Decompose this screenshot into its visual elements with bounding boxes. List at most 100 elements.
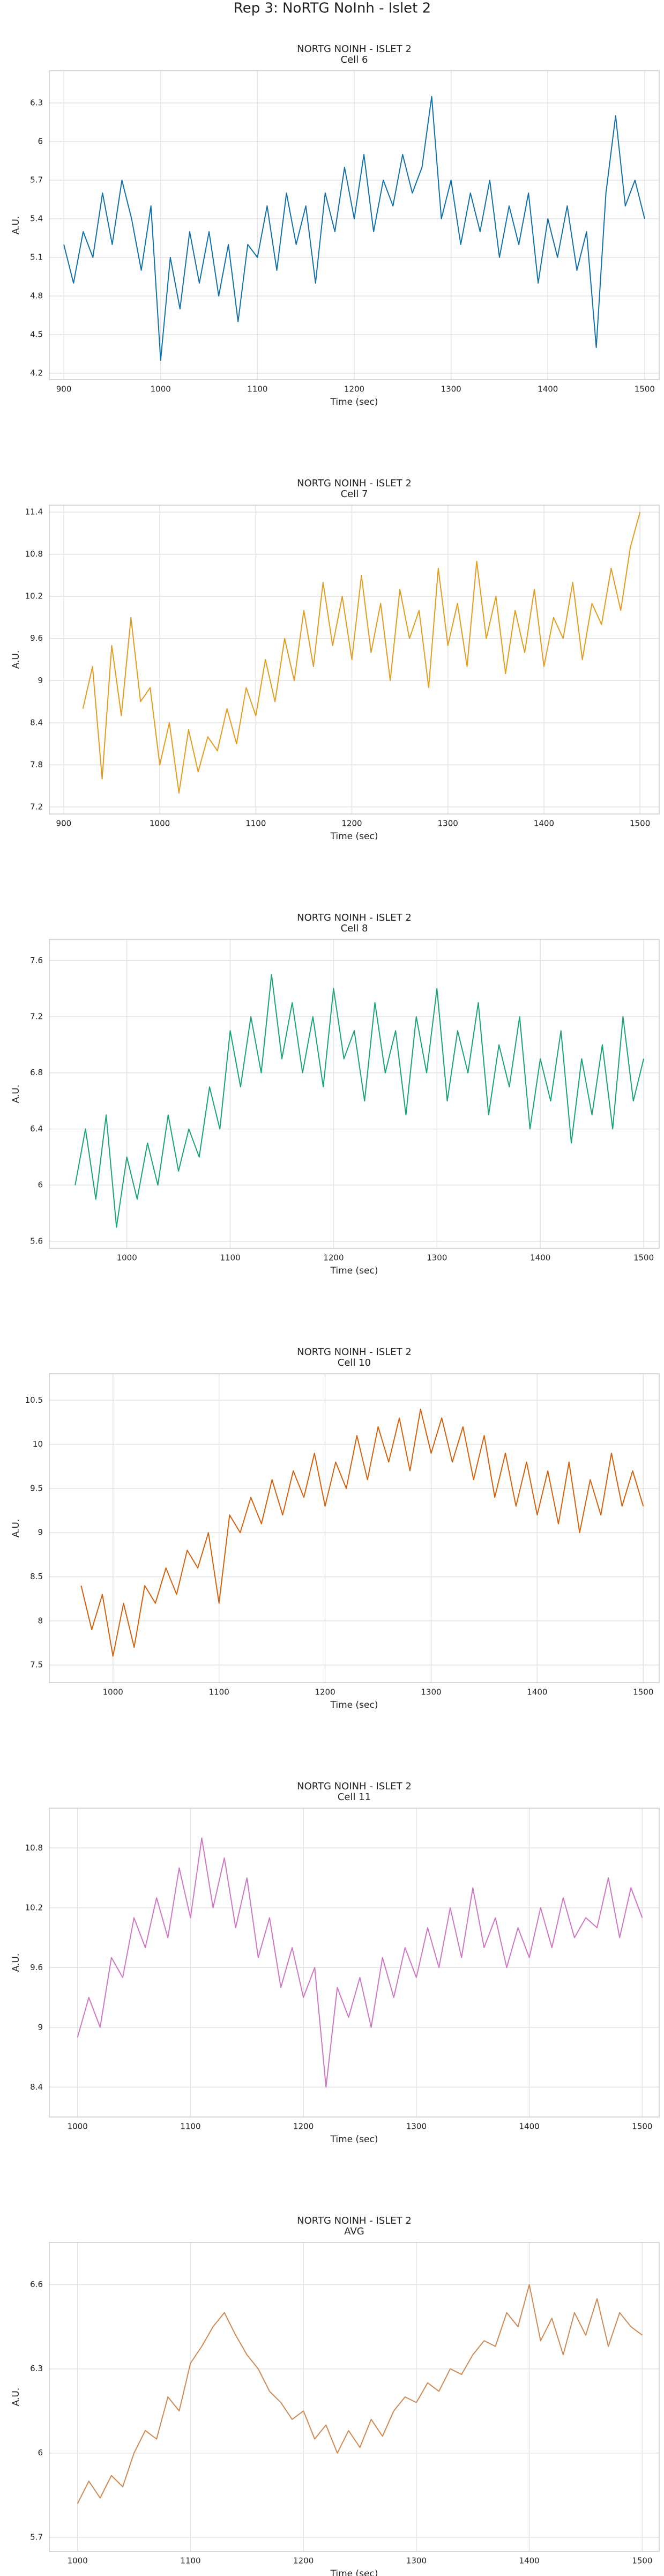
chart-subtitle: Cell 6 [341, 54, 368, 65]
x-tick-label: 1500 [633, 1687, 653, 1697]
x-tick-label: 1400 [519, 2122, 540, 2131]
x-tick-label: 1200 [293, 2122, 314, 2131]
x-tick-label: 1000 [150, 819, 170, 828]
y-tick-label: 8.5 [30, 1572, 43, 1581]
x-tick-label: 1000 [103, 1687, 123, 1697]
y-tick-label: 10.8 [25, 1843, 43, 1853]
chart-subtitle: Cell 10 [338, 1357, 371, 1368]
x-tick-label: 1400 [530, 1253, 550, 1263]
data-line [63, 96, 645, 361]
chart-subtitle: Cell 8 [341, 923, 368, 934]
y-tick-label: 6.6 [30, 2279, 43, 2289]
chart-title: NORTG NOINH - ISLET 2 [297, 2215, 412, 2226]
y-tick-label: 10.2 [25, 1903, 43, 1912]
x-tick-label: 1000 [68, 2556, 88, 2566]
y-axis-label: A.U. [11, 650, 21, 669]
y-tick-label: 7.2 [30, 1012, 43, 1021]
plot-frame [49, 1808, 660, 2118]
y-tick-label: 7.8 [30, 760, 43, 769]
x-tick-label: 1500 [632, 2122, 652, 2131]
y-axis-label: A.U. [11, 1085, 21, 1104]
y-tick-label: 6.8 [30, 1068, 43, 1077]
x-tick-label: 1400 [534, 819, 554, 828]
data-line [80, 1408, 644, 1657]
plot-frame [49, 2242, 660, 2552]
x-tick-label: 1300 [406, 2556, 427, 2566]
chart-subtitle: AVG [344, 2226, 364, 2237]
x-tick-label: 1500 [633, 1253, 654, 1263]
x-tick-label: 1200 [341, 819, 362, 828]
y-tick-label: 5.7 [30, 2532, 43, 2542]
plot-frame [49, 1373, 660, 1683]
x-tick-label: 1400 [519, 2556, 540, 2566]
x-tick-label: 1400 [538, 384, 558, 394]
y-tick-label: 6.3 [30, 98, 43, 108]
x-tick-label: 900 [56, 384, 72, 394]
y-axis-label: A.U. [11, 2388, 21, 2407]
x-tick-label: 1100 [245, 819, 266, 828]
x-tick-label: 1300 [438, 819, 458, 828]
x-axis-label: Time (sec) [330, 2568, 378, 2576]
x-tick-label: 1200 [293, 2556, 314, 2566]
y-tick-label: 9 [38, 2022, 43, 2032]
y-tick-label: 6 [38, 1180, 43, 1190]
data-line [82, 512, 641, 794]
plot-frame [49, 939, 660, 1249]
y-tick-label: 11.4 [25, 507, 43, 517]
y-axis-label: A.U. [11, 216, 21, 235]
x-tick-label: 1200 [323, 1253, 344, 1263]
y-tick-label: 9.6 [30, 1963, 43, 1972]
chart-title: NORTG NOINH - ISLET 2 [297, 43, 412, 55]
data-line [77, 1837, 643, 2088]
x-axis-label: Time (sec) [330, 831, 378, 842]
y-axis-label: A.U. [11, 1953, 21, 1972]
y-tick-label: 10.2 [25, 591, 43, 601]
y-tick-label: 5.7 [30, 175, 43, 185]
x-tick-label: 1300 [441, 384, 461, 394]
x-tick-label: 1100 [220, 1253, 240, 1263]
x-tick-label: 1100 [209, 1687, 229, 1697]
x-tick-label: 1100 [247, 384, 267, 394]
y-tick-label: 8 [38, 1616, 43, 1625]
data-line [77, 2284, 643, 2504]
y-tick-label: 7.5 [30, 1660, 43, 1670]
y-tick-label: 6 [38, 137, 43, 146]
figure-title: Rep 3: NoRTG NoInh - Islet 2 [234, 1, 431, 17]
x-tick-label: 1300 [406, 2122, 427, 2131]
y-axis-label: A.U. [11, 1519, 21, 1538]
y-tick-label: 6.4 [30, 1124, 43, 1134]
y-tick-label: 5.4 [30, 214, 43, 224]
y-tick-label: 4.8 [30, 291, 43, 301]
x-tick-label: 1000 [151, 384, 171, 394]
y-tick-label: 10 [33, 1439, 43, 1449]
chart-title: NORTG NOINH - ISLET 2 [297, 1781, 412, 1792]
y-tick-label: 10.8 [25, 549, 43, 559]
y-tick-label: 9.5 [30, 1483, 43, 1493]
chart-title: NORTG NOINH - ISLET 2 [297, 1346, 412, 1358]
y-tick-label: 4.2 [30, 368, 43, 378]
plot-frame [49, 70, 660, 380]
x-tick-label: 1200 [315, 1687, 335, 1697]
y-tick-label: 9.6 [30, 633, 43, 643]
y-tick-label: 9 [38, 1528, 43, 1537]
y-tick-label: 8.4 [30, 2082, 43, 2092]
x-axis-label: Time (sec) [330, 1265, 378, 1276]
x-tick-label: 1500 [632, 2556, 652, 2566]
x-tick-label: 1200 [344, 384, 364, 394]
x-tick-label: 1000 [68, 2122, 88, 2131]
y-tick-label: 9 [38, 676, 43, 685]
y-tick-label: 8.4 [30, 717, 43, 727]
x-tick-label: 1500 [630, 819, 650, 828]
data-line [74, 974, 645, 1228]
x-tick-label: 1400 [527, 1687, 547, 1697]
x-tick-label: 1300 [421, 1687, 441, 1697]
chart-subtitle: Cell 7 [341, 488, 368, 500]
x-axis-label: Time (sec) [330, 2134, 378, 2145]
x-tick-label: 1000 [117, 1253, 137, 1263]
y-tick-label: 6 [38, 2448, 43, 2457]
x-tick-label: 1100 [180, 2122, 200, 2131]
plot-frame [49, 505, 660, 815]
y-tick-label: 7.6 [30, 956, 43, 965]
